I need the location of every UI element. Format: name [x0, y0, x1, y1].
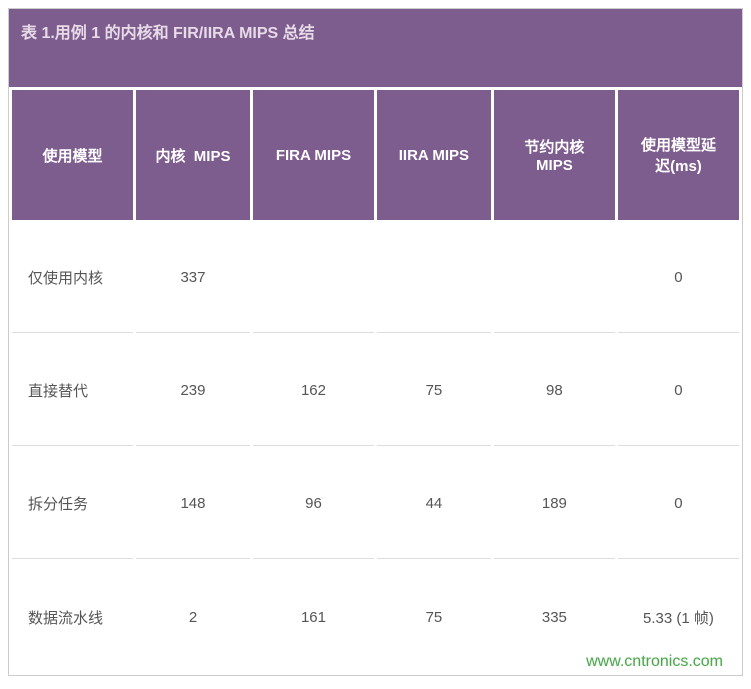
cell-r0-c3: [377, 223, 491, 333]
table-row: 直接替代23916275980: [12, 336, 739, 446]
cell-r0-c4: [494, 223, 615, 333]
col-header-1: 内核 MIPS: [136, 90, 250, 220]
cell-r1-c0: 直接替代: [12, 336, 133, 446]
cell-r2-c4: 189: [494, 449, 615, 559]
table-body: 仅使用内核3370直接替代23916275980拆分任务14896441890数…: [12, 223, 739, 672]
cell-r2-c3: 44: [377, 449, 491, 559]
table-row: 拆分任务14896441890: [12, 449, 739, 559]
cell-r0-c5: 0: [618, 223, 739, 333]
table-header-row: 使用模型内核 MIPSFIRA MIPSIIRA MIPS节约内核MIPS使用模…: [12, 90, 739, 220]
cell-r2-c2: 96: [253, 449, 374, 559]
cell-r1-c5: 0: [618, 336, 739, 446]
table-title: 表 1.用例 1 的内核和 FIR/IIRA MIPS 总结: [9, 9, 742, 87]
cell-r3-c1: 2: [136, 562, 250, 672]
cell-r0-c1: 337: [136, 223, 250, 333]
col-header-3: IIRA MIPS: [377, 90, 491, 220]
data-table: 使用模型内核 MIPSFIRA MIPSIIRA MIPS节约内核MIPS使用模…: [9, 87, 742, 675]
cell-r1-c4: 98: [494, 336, 615, 446]
col-header-2: FIRA MIPS: [253, 90, 374, 220]
col-header-4: 节约内核MIPS: [494, 90, 615, 220]
cell-r3-c3: 75: [377, 562, 491, 672]
col-header-0: 使用模型: [12, 90, 133, 220]
cell-r1-c2: 162: [253, 336, 374, 446]
cell-r3-c0: 数据流水线: [12, 562, 133, 672]
watermark: www.cntronics.com: [586, 653, 723, 671]
cell-r2-c1: 148: [136, 449, 250, 559]
cell-r2-c5: 0: [618, 449, 739, 559]
table-row: 仅使用内核337 0: [12, 223, 739, 333]
cell-r0-c2: [253, 223, 374, 333]
table-card: 表 1.用例 1 的内核和 FIR/IIRA MIPS 总结 使用模型内核 MI…: [8, 8, 743, 676]
cell-r1-c3: 75: [377, 336, 491, 446]
cell-r1-c1: 239: [136, 336, 250, 446]
cell-r0-c0: 仅使用内核: [12, 223, 133, 333]
col-header-5: 使用模型延迟(ms): [618, 90, 739, 220]
cell-r3-c2: 161: [253, 562, 374, 672]
cell-r2-c0: 拆分任务: [12, 449, 133, 559]
